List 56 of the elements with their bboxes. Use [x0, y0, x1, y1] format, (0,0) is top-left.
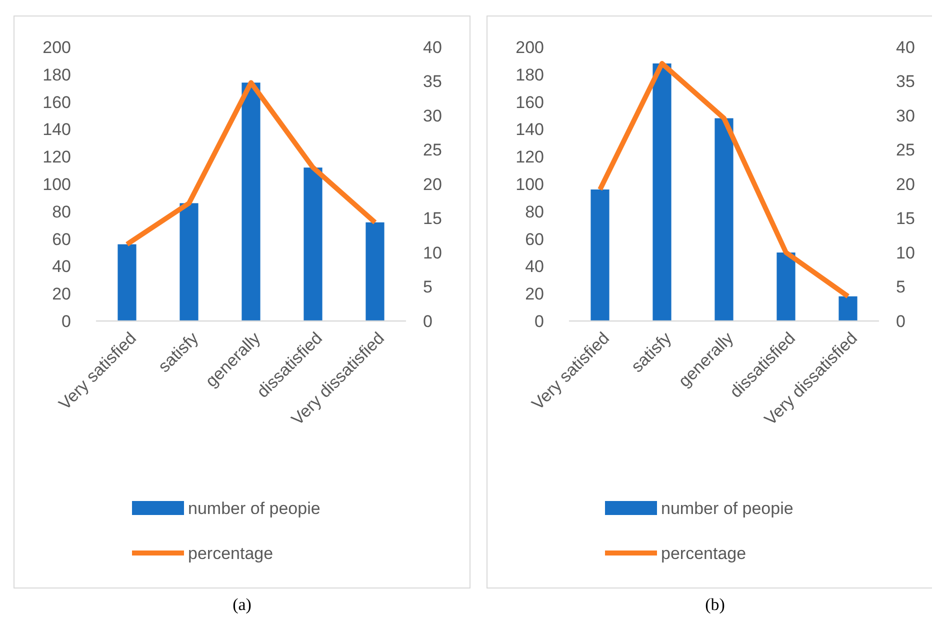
text: (b): [705, 595, 725, 614]
y-tick-label: 140: [42, 120, 71, 140]
y2-tick-label: 15: [423, 209, 442, 228]
y-tick-label: 140: [516, 120, 544, 140]
y-tick-label: 160: [516, 92, 544, 112]
bar: [776, 252, 796, 321]
y2-tick-label: 30: [423, 106, 442, 126]
y-tick-label: 0: [62, 312, 71, 331]
y2-tick-label: 25: [423, 140, 442, 160]
y-tick-label: 20: [52, 284, 71, 304]
y-tick-label: 200: [516, 38, 544, 57]
bar: [180, 203, 198, 321]
y-tick-label: 180: [516, 65, 544, 84]
y2-tick-label: 0: [896, 312, 906, 331]
y-tick-label: 80: [525, 202, 544, 222]
y2-tick-label: 5: [896, 278, 906, 297]
y2-tick-label: 25: [896, 140, 915, 160]
y-tick-label: 0: [534, 312, 544, 331]
y2-tick-label: 5: [423, 278, 432, 297]
y2-tick-label: 35: [423, 72, 442, 92]
y-tick-label: 100: [516, 174, 544, 194]
y2-tick-label: 40: [423, 38, 442, 57]
y-tick-label: 60: [525, 230, 544, 249]
legend-label: percentage: [661, 544, 746, 563]
y-tick-label: 20: [525, 284, 544, 304]
legend-label: percentage: [188, 544, 274, 563]
y-tick-label: 60: [52, 230, 71, 249]
y-tick-label: 180: [42, 65, 71, 84]
y2-tick-label: 15: [896, 209, 915, 228]
y-tick-label: 160: [42, 92, 71, 112]
y-tick-label: 40: [52, 257, 71, 276]
bar: [714, 118, 734, 321]
y2-tick-label: 30: [896, 106, 915, 126]
y2-tick-label: 40: [896, 38, 915, 57]
y-tick-label: 200: [42, 38, 71, 57]
y-tick-label: 120: [516, 148, 544, 167]
y-tick-label: 40: [525, 257, 544, 276]
bar: [652, 63, 672, 321]
bar: [304, 168, 322, 321]
y-tick-label: 100: [42, 174, 71, 194]
y2-tick-label: 20: [423, 174, 442, 194]
bar: [838, 296, 858, 321]
bar: [366, 222, 384, 321]
legend-label: number of peopie: [188, 498, 320, 518]
y2-tick-label: 0: [423, 312, 432, 331]
y-tick-label: 80: [52, 202, 71, 222]
legend-label: number of peopie: [661, 498, 794, 518]
y2-tick-label: 10: [896, 243, 915, 262]
y2-tick-label: 35: [896, 72, 915, 92]
bar: [242, 82, 260, 321]
bar: [118, 244, 136, 321]
y2-tick-label: 10: [423, 243, 442, 262]
bar: [590, 189, 610, 321]
y2-tick-label: 20: [896, 174, 915, 194]
text: (a): [232, 595, 252, 614]
y-tick-label: 120: [42, 148, 71, 167]
